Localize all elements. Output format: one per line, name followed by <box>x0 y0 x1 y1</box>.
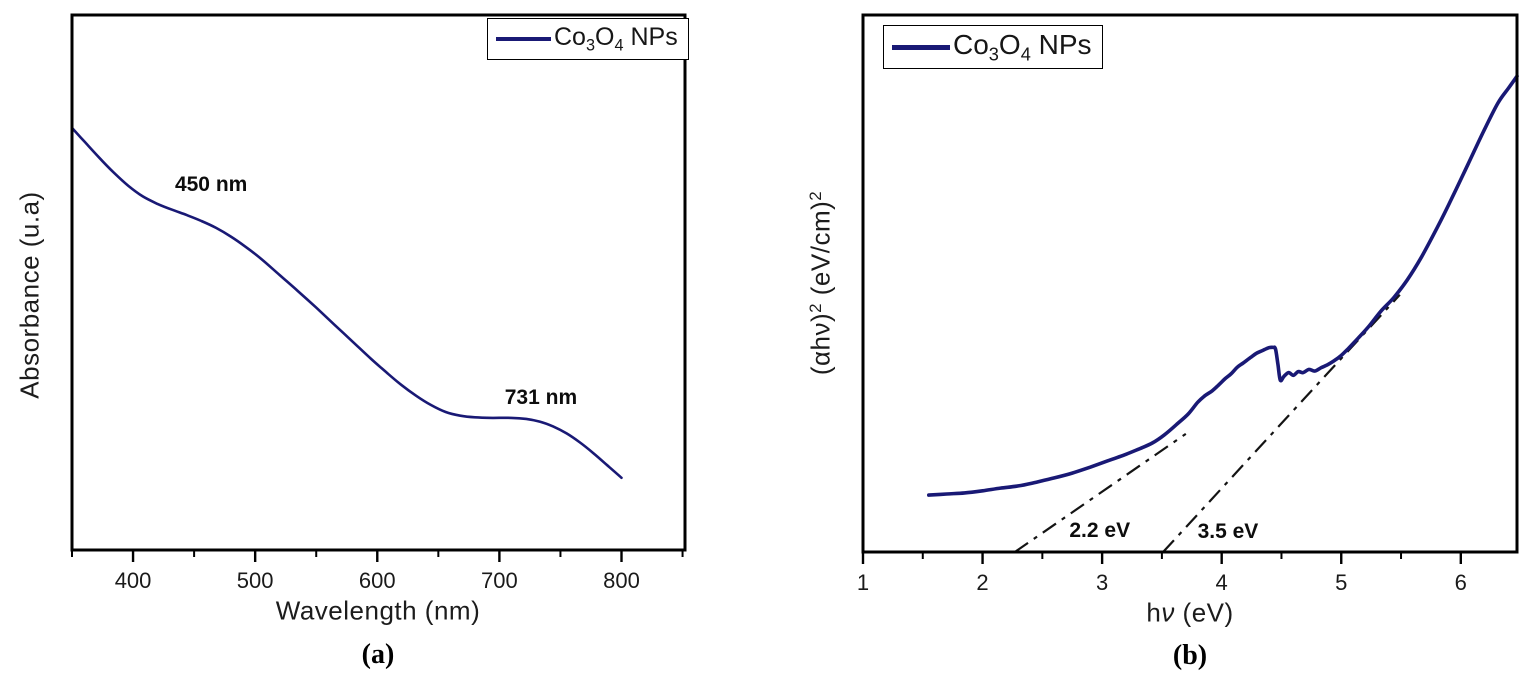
annotation-2.2eV: 2.2 eV <box>1069 519 1131 543</box>
data-curve <box>70 126 623 480</box>
chart-a-legend: Co3O4 NPs <box>487 18 689 60</box>
x-tick-label: 400 <box>115 568 152 593</box>
x-tick-label: 5 <box>1335 570 1347 595</box>
legend-label: Co3O4 NPs <box>554 22 678 55</box>
chart-b-legend: Co3O4 NPs <box>883 25 1103 69</box>
legend-line-swatch <box>892 44 950 50</box>
tangent-line <box>1014 432 1187 553</box>
x-tick-label: 6 <box>1455 570 1467 595</box>
panel-a-caption: (a) <box>361 639 395 670</box>
x-tick-label: 500 <box>237 568 274 593</box>
chart-b-ylabel: (αhν)2 (eV/cm)2 <box>805 190 836 376</box>
annotation-731nm: 731 nm <box>504 386 578 410</box>
tangent-line <box>1162 294 1401 553</box>
x-tick-label: 2 <box>976 570 988 595</box>
x-tick-label: 700 <box>481 568 518 593</box>
data-curve <box>927 74 1519 497</box>
chart-b-xlabel: hν (eV) <box>1146 597 1234 628</box>
x-tick-label: 4 <box>1216 570 1228 595</box>
x-tick-label: 1 <box>857 570 869 595</box>
legend-line-swatch <box>496 37 551 41</box>
x-tick-label: 800 <box>603 568 640 593</box>
legend-label: Co3O4 NPs <box>953 28 1092 65</box>
x-tick-label: 600 <box>359 568 396 593</box>
plot-border <box>861 13 1519 554</box>
annotation-3.5eV: 3.5 eV <box>1197 520 1259 544</box>
panel-b-caption: (b) <box>1172 640 1208 671</box>
annotation-450nm: 450 nm <box>174 173 248 197</box>
x-tick-label: 3 <box>1096 570 1108 595</box>
chart-a-xlabel: Wavelength (nm) <box>275 595 481 626</box>
plot-border <box>70 13 687 552</box>
chart-a-ylabel: Absorbance (u.a) <box>14 191 45 399</box>
